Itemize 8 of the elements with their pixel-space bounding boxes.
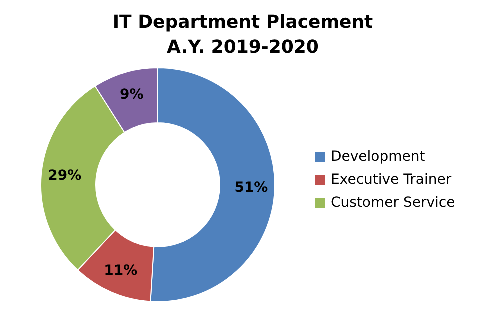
data-label: 9% xyxy=(120,87,144,104)
data-label: 11% xyxy=(104,262,138,279)
legend-label: Customer Service xyxy=(331,195,456,211)
chart-title: IT Department Placement A.Y. 2019-2020 xyxy=(112,12,374,58)
legend-label: Executive Trainer xyxy=(331,172,452,188)
legend-label: Development xyxy=(331,149,426,165)
data-label: 51% xyxy=(234,180,268,196)
data-label: 29% xyxy=(48,168,82,184)
